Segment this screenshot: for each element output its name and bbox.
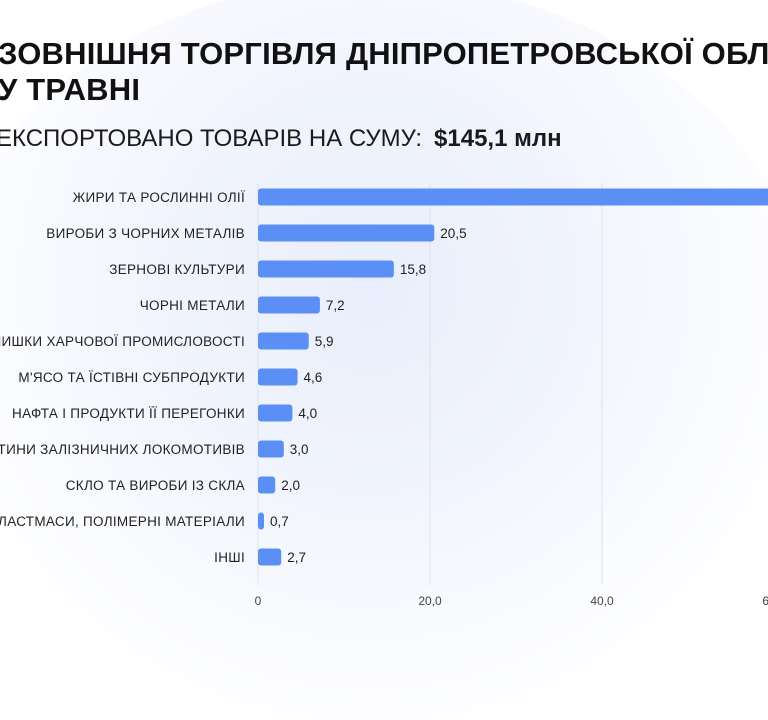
- export-summary-label: ЕКСПОРТОВАНО ТОВАРІВ НА СУМУ:: [0, 125, 423, 152]
- grid-layer: [257, 183, 603, 585]
- category-label: М'ЯСО ТА ЇСТІВНІ СУБПРОДУКТИ: [18, 370, 245, 385]
- bar: [258, 512, 265, 530]
- page-title: ЗОВНІШНЯ ТОРГІВЛЯ ДНІПРОПЕТРОВСЬКОЇ ОБЛА…: [0, 36, 768, 107]
- category-label: ЗЕРНОВІ КУЛЬТУРИ: [109, 262, 245, 277]
- value-label: 2,7: [287, 550, 306, 565]
- category-label: ЗАЛИШКИ ХАРЧОВОЇ ПРОМИСЛОВОСТІ: [0, 334, 245, 349]
- bar: [258, 296, 320, 314]
- bar: [258, 332, 309, 350]
- value-label: 2,0: [281, 478, 300, 493]
- category-label: ПЛАСТМАСИ, ПОЛІМЕРНІ МАТЕРІАЛИ: [0, 514, 245, 529]
- x-tick-label: 20,0: [418, 594, 442, 608]
- value-label: 0,7: [270, 514, 289, 529]
- category-label: ЖИРИ ТА РОСЛИННІ ОЛІЇ: [73, 190, 245, 205]
- value-label: 3,0: [290, 442, 309, 457]
- category-label: ЧАСТИНИ ЗАЛІЗНИЧНИХ ЛОКОМОТИВІВ: [0, 442, 245, 457]
- bar: [258, 260, 394, 278]
- label-layer: ЖИРИ ТА РОСЛИННІ ОЛІЇ ВИРОБИ З ЧОРНИХ МЕТ…: [0, 190, 467, 565]
- category-label: ЧОРНІ МЕТАЛИ: [140, 298, 245, 313]
- tick-layer: 0 20,0 40,0 60,0: [255, 594, 768, 608]
- bar: [258, 188, 768, 206]
- value-label: 5,9: [315, 334, 334, 349]
- bar: [258, 440, 284, 458]
- value-label: 15,8: [400, 262, 426, 277]
- value-label: 4,6: [304, 370, 323, 385]
- bar: [258, 368, 298, 386]
- category-label: НАФТА І ПРОДУКТИ ЇЇ ПЕРЕГОНКИ: [12, 406, 245, 421]
- x-tick-label: 0: [255, 594, 262, 608]
- category-label: СКЛО ТА ВИРОБИ ІЗ СКЛА: [66, 478, 245, 493]
- value-label: 4,0: [298, 406, 317, 421]
- bar-layer: [258, 188, 768, 566]
- export-summary-value: $145,1 млн: [434, 125, 562, 152]
- value-label: 20,5: [440, 226, 466, 241]
- value-label: 7,2: [326, 298, 345, 313]
- bar: [258, 404, 293, 422]
- bar: [258, 548, 282, 566]
- bar: [258, 476, 276, 494]
- export-summary: ЕКСПОРТОВАНО ТОВАРІВ НА СУМУ: $145,1 млн: [0, 125, 562, 153]
- bar: [258, 224, 435, 242]
- x-tick-label: 60,0: [762, 594, 768, 608]
- category-label: ВИРОБИ З ЧОРНИХ МЕТАЛІВ: [46, 226, 245, 241]
- x-tick-label: 40,0: [590, 594, 614, 608]
- category-label: ІНШІ: [214, 550, 245, 565]
